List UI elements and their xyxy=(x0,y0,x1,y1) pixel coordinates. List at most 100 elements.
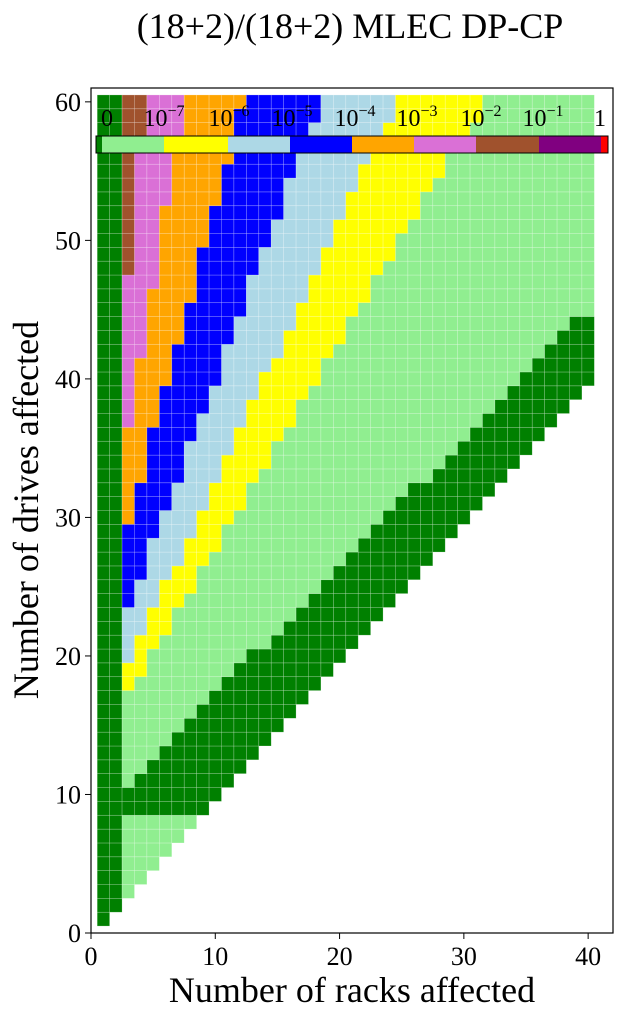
heatmap-cell xyxy=(270,385,284,400)
heatmap-cell xyxy=(109,302,123,317)
heatmap-cell xyxy=(544,191,558,207)
heatmap-cell xyxy=(420,427,434,442)
heatmap-cell xyxy=(258,648,272,664)
y-tick-label: 50 xyxy=(55,226,81,255)
heatmap-cell xyxy=(507,316,521,331)
heatmap-cell xyxy=(121,233,135,248)
heatmap-cell xyxy=(519,177,533,193)
heatmap-cell xyxy=(320,247,334,262)
heatmap-cell xyxy=(420,302,434,317)
heatmap-cell xyxy=(370,274,384,290)
heatmap-cell xyxy=(96,551,110,567)
heatmap-cell xyxy=(333,537,347,553)
heatmap-cell xyxy=(258,565,272,581)
heatmap-cell xyxy=(146,247,160,262)
heatmap-cell xyxy=(183,399,197,414)
heatmap-cell xyxy=(183,593,197,608)
heatmap-cell xyxy=(146,676,160,691)
heatmap-cell xyxy=(183,537,197,553)
heatmap-cell xyxy=(146,302,160,317)
heatmap-cell xyxy=(134,593,148,608)
heatmap-cell xyxy=(320,330,334,345)
heatmap-cell xyxy=(494,371,508,387)
heatmap-cell xyxy=(544,177,558,193)
heatmap-cell xyxy=(96,440,110,456)
heatmap-cell xyxy=(246,343,260,359)
heatmap-cell xyxy=(308,247,322,262)
heatmap-cell xyxy=(109,898,123,913)
heatmap-cell xyxy=(569,371,583,387)
heatmap-cell xyxy=(171,565,185,581)
heatmap-cell xyxy=(357,385,371,400)
heatmap-cell xyxy=(96,357,110,373)
heatmap-cell xyxy=(370,288,384,304)
heatmap-cell xyxy=(159,371,173,387)
heatmap-cell xyxy=(345,634,359,650)
heatmap-cell xyxy=(531,233,545,248)
heatmap-cell xyxy=(469,371,483,387)
heatmap-cell xyxy=(295,274,309,290)
heatmap-cell xyxy=(171,413,185,428)
heatmap-cell xyxy=(96,510,110,525)
heatmap-cell xyxy=(444,330,458,345)
heatmap-cell xyxy=(482,413,496,428)
heatmap-cell xyxy=(246,330,260,345)
heatmap-cell xyxy=(444,440,458,456)
heatmap-cell xyxy=(395,371,409,387)
heatmap-cell xyxy=(109,662,123,678)
heatmap-cell xyxy=(208,163,222,179)
heatmap-cell xyxy=(221,634,235,650)
heatmap-cell xyxy=(233,330,247,345)
heatmap-cell xyxy=(308,163,322,179)
heatmap-cell xyxy=(469,247,483,262)
heatmap-cell xyxy=(134,717,148,733)
heatmap-cell xyxy=(556,205,570,220)
heatmap-cell xyxy=(494,191,508,207)
heatmap-cell xyxy=(196,801,210,816)
heatmap-cell xyxy=(171,427,185,442)
heatmap-cell xyxy=(109,787,123,802)
heatmap-cell xyxy=(333,163,347,179)
heatmap-cell xyxy=(320,316,334,331)
heatmap-cell xyxy=(333,551,347,567)
heatmap-cell xyxy=(233,496,247,511)
heatmap-cell xyxy=(382,288,396,304)
heatmap-cell xyxy=(556,330,570,345)
heatmap-cell xyxy=(544,343,558,359)
heatmap-cell xyxy=(208,496,222,511)
heatmap-cell xyxy=(159,551,173,567)
heatmap-cell xyxy=(531,413,545,428)
heatmap-cell xyxy=(246,440,260,456)
heatmap-cell xyxy=(159,163,173,179)
heatmap-cell xyxy=(233,371,247,387)
heatmap-cell xyxy=(96,704,110,719)
heatmap-cell xyxy=(270,399,284,414)
heatmap-cell xyxy=(308,482,322,497)
heatmap-cell xyxy=(519,288,533,304)
heatmap-cell xyxy=(270,496,284,511)
heatmap-cell xyxy=(109,440,123,456)
heatmap-cell xyxy=(134,482,148,497)
heatmap-cell xyxy=(581,316,595,331)
heatmap-cell xyxy=(121,648,135,664)
heatmap-cell xyxy=(183,510,197,525)
heatmap-cell xyxy=(258,191,272,207)
heatmap-cell xyxy=(270,524,284,539)
heatmap-cell xyxy=(370,579,384,594)
heatmap-cell xyxy=(246,427,260,442)
heatmap-cell xyxy=(395,247,409,262)
heatmap-cell xyxy=(121,413,135,428)
heatmap-cell xyxy=(544,357,558,373)
heatmap-cell xyxy=(320,551,334,567)
heatmap-cell xyxy=(246,676,260,691)
heatmap-cell xyxy=(196,510,210,525)
heatmap-cell xyxy=(96,177,110,193)
heatmap-cell xyxy=(283,482,297,497)
heatmap-cell xyxy=(444,233,458,248)
heatmap-cell xyxy=(395,579,409,594)
heatmap-cell xyxy=(407,496,421,511)
heatmap-cell xyxy=(221,302,235,317)
heatmap-cell xyxy=(420,122,434,137)
heatmap-cell xyxy=(121,870,135,885)
heatmap-cell xyxy=(283,496,297,511)
